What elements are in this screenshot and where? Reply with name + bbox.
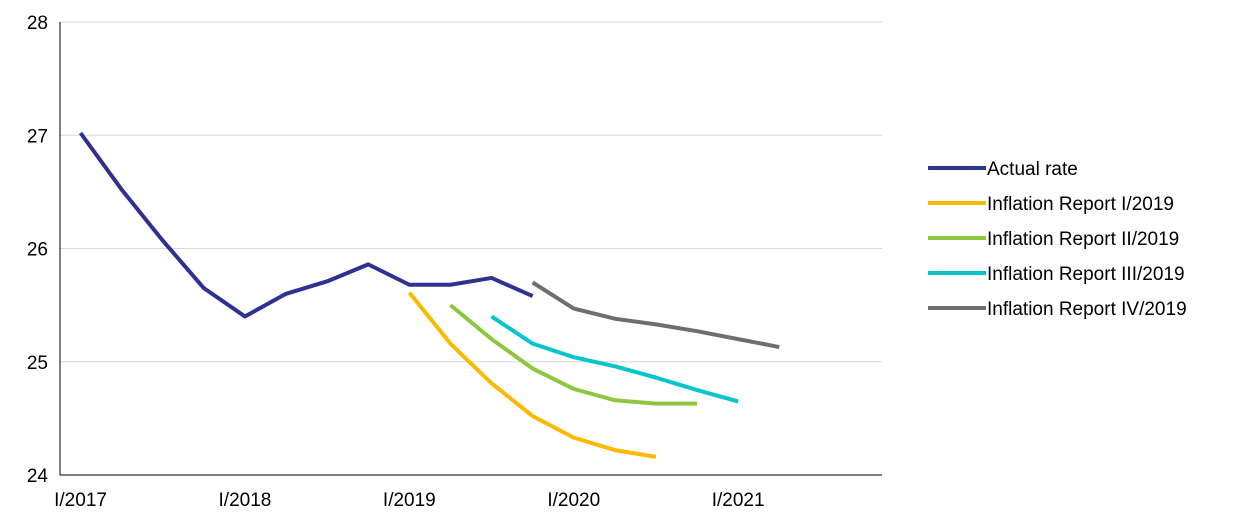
x-tick-label: I/2018: [219, 490, 272, 511]
y-tick-labels: 24 25 26 27 28: [27, 13, 49, 487]
x-tick-label: I/2021: [712, 490, 765, 511]
series-lines: [78, 131, 780, 459]
legend-label: Inflation Report I/2019: [987, 194, 1174, 215]
series-line: [531, 280, 780, 349]
y-tick-label: 26: [27, 240, 48, 261]
legend-label: Actual rate: [987, 159, 1078, 180]
series-line: [449, 303, 698, 406]
y-tick-label: 27: [27, 126, 48, 147]
x-tick-label: I/2019: [383, 490, 436, 511]
series-line: [407, 291, 657, 459]
legend-label: Inflation Report III/2019: [987, 264, 1185, 285]
y-tick-label: 24: [27, 466, 49, 487]
gridlines: [60, 21, 882, 363]
x-tick-label: I/2017: [54, 490, 107, 511]
legend-label: Inflation Report IV/2019: [987, 299, 1187, 320]
x-tick-labels: I/2017 I/2018 I/2019 I/2020 I/2021: [54, 490, 764, 511]
x-tick-label: I/2020: [547, 490, 600, 511]
y-tick-label: 28: [27, 13, 48, 34]
legend: Actual rate Inflation Report I/2019 Inflat…: [928, 159, 1187, 320]
series-line: [490, 314, 739, 404]
y-tick-label: 25: [27, 353, 48, 374]
series-line: [78, 131, 534, 319]
axes: [59, 22, 882, 476]
legend-label: Inflation Report II/2019: [987, 229, 1179, 250]
